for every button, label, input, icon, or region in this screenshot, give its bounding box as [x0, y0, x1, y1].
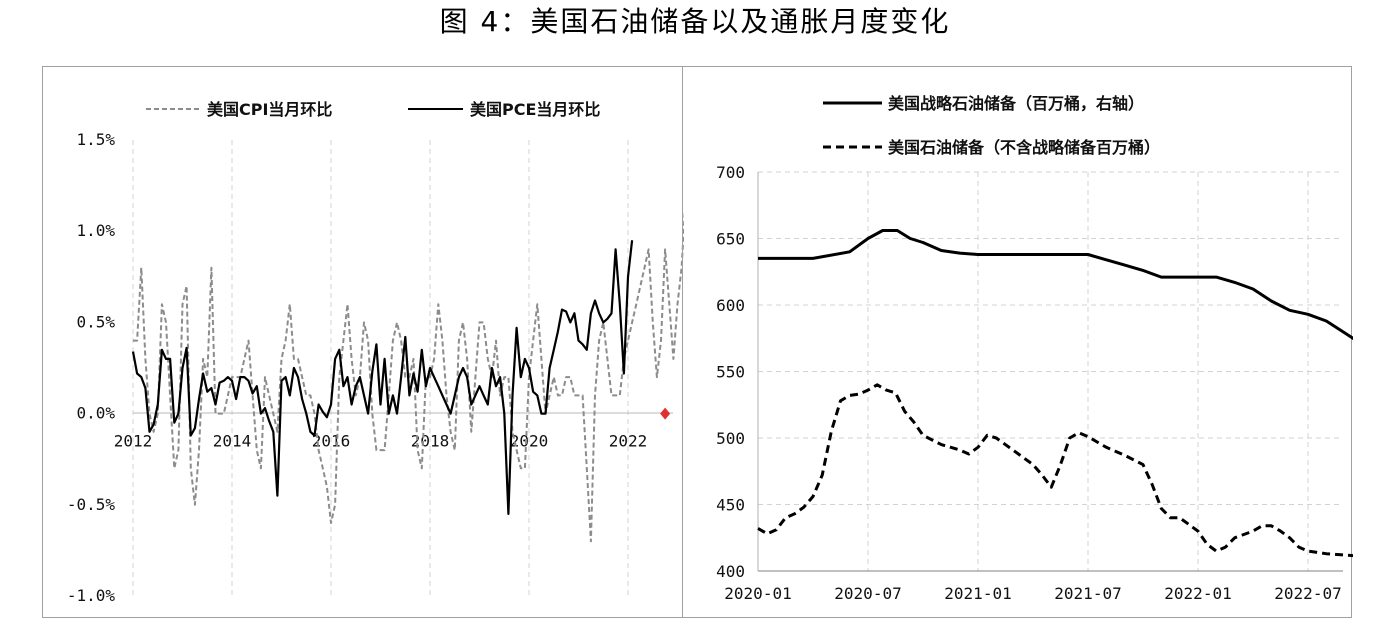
x-tick-label: 2018 [411, 432, 450, 451]
y-tick-label: 550 [716, 363, 745, 382]
legend-label-pce: 美国PCE当月环比 [470, 100, 600, 119]
x-tick-label: 2020-07 [834, 584, 901, 603]
series-group [757, 229, 1353, 558]
series-line-commercial [757, 383, 1353, 558]
y-tick-label: 450 [716, 496, 745, 515]
y-tick-label: 1.0% [76, 221, 115, 240]
y-tick-label: 0.0% [76, 404, 115, 423]
series-line-cpi [133, 208, 684, 543]
y-tick-label: 1.5% [76, 130, 115, 149]
grid-lines [758, 171, 1343, 571]
x-tick-label: 2012 [114, 432, 153, 451]
y-tick-label: -0.5% [67, 495, 116, 514]
y-tick-label: 600 [716, 296, 745, 315]
x-tick-label: 2022-07 [1274, 584, 1341, 603]
figure-title: 图 4：美国石油储备以及通胀月度变化 [439, 5, 951, 38]
x-tick-label: 2020-01 [724, 584, 791, 603]
series-line-pce [131, 240, 634, 515]
series-group [131, 208, 684, 543]
chart-panel-cpi-pce: 1.5% 1.0% 0.5% 0.0% -0.5% -1.0% 2012 2014 2016 2… [42, 66, 684, 618]
y-axis-ticks: 1.5% 1.0% 0.5% 0.0% -0.5% -1.0% [67, 130, 116, 605]
y-tick-label: -1.0% [67, 586, 116, 605]
latest-value-marker [660, 407, 671, 420]
x-tick-label: 2022-01 [1164, 584, 1231, 603]
series-line-spr [758, 229, 1353, 341]
x-axis-ticks: 2012 2014 2016 2018 2020 2022 [114, 432, 648, 451]
y-tick-label: 0.5% [76, 312, 115, 331]
grid-lines [132, 140, 629, 596]
legend-label-spr: 美国战略石油储备（百万桶，右轴） [888, 94, 1144, 113]
y-tick-label: 650 [716, 230, 745, 249]
x-tick-label: 2021-01 [944, 584, 1011, 603]
y-tick-label: 400 [716, 562, 745, 581]
y-tick-label: 500 [716, 429, 745, 448]
legend: 美国战略石油储备（百万桶，右轴） 美国石油储备（不含战略储备百万桶） [823, 94, 1160, 157]
x-axis-ticks: 2020-01 2020-07 2021-01 2021-07 2022-01 2022-… [724, 584, 1341, 603]
x-tick-label: 2022 [609, 432, 648, 451]
x-tick-label: 2014 [213, 432, 252, 451]
cpi-pce-chart: 1.5%1.0%0.5%0.0%-0.5%-1.0% 2012 2014 2016 2… [67, 100, 684, 605]
legend-label-commercial: 美国石油储备（不含战略储备百万桶） [888, 138, 1160, 157]
legend-label-cpi: 美国CPI当月环比 [207, 100, 332, 119]
legend: 美国CPI当月环比 美国PCE当月环比 [146, 100, 600, 119]
x-tick-label: 2021-07 [1054, 584, 1121, 603]
oil-reserves-chart: 700 650 600 550 500 450 400 2020-01 2020-07 2021… [716, 94, 1353, 603]
x-tick-label: 2020 [510, 432, 549, 451]
y-axis-ticks: 700 650 600 550 500 450 400 [716, 163, 745, 581]
chart-panel-oil-reserves: 700 650 600 550 500 450 400 2020-01 2020-07 2021… [682, 66, 1353, 618]
y-tick-label: 700 [716, 163, 745, 182]
x-tick-label: 2016 [312, 432, 351, 451]
